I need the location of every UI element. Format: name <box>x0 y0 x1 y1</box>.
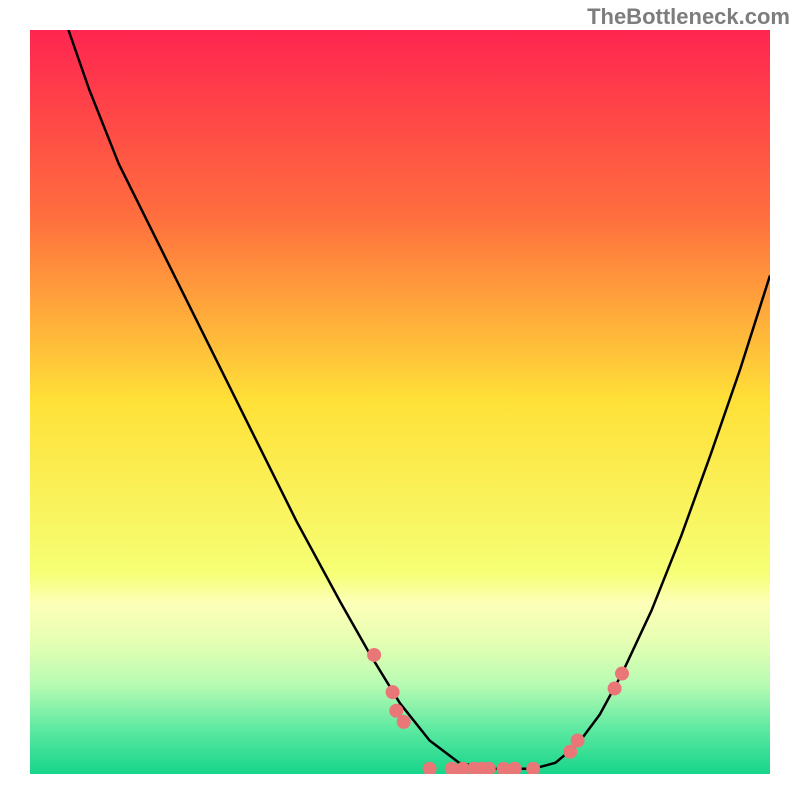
data-marker <box>423 762 437 774</box>
chart-svg <box>30 30 770 774</box>
plot-area <box>30 30 770 774</box>
data-marker <box>386 685 400 699</box>
data-marker <box>615 667 629 681</box>
watermark-text: TheBottleneck.com <box>587 4 790 30</box>
bottleneck-curve <box>63 30 770 769</box>
data-marker <box>508 762 522 774</box>
data-marker <box>367 648 381 662</box>
data-marker <box>571 734 585 748</box>
data-marker <box>608 681 622 695</box>
data-marker <box>397 715 411 729</box>
figure: TheBottleneck.com <box>0 0 800 800</box>
data-marker <box>526 762 540 774</box>
